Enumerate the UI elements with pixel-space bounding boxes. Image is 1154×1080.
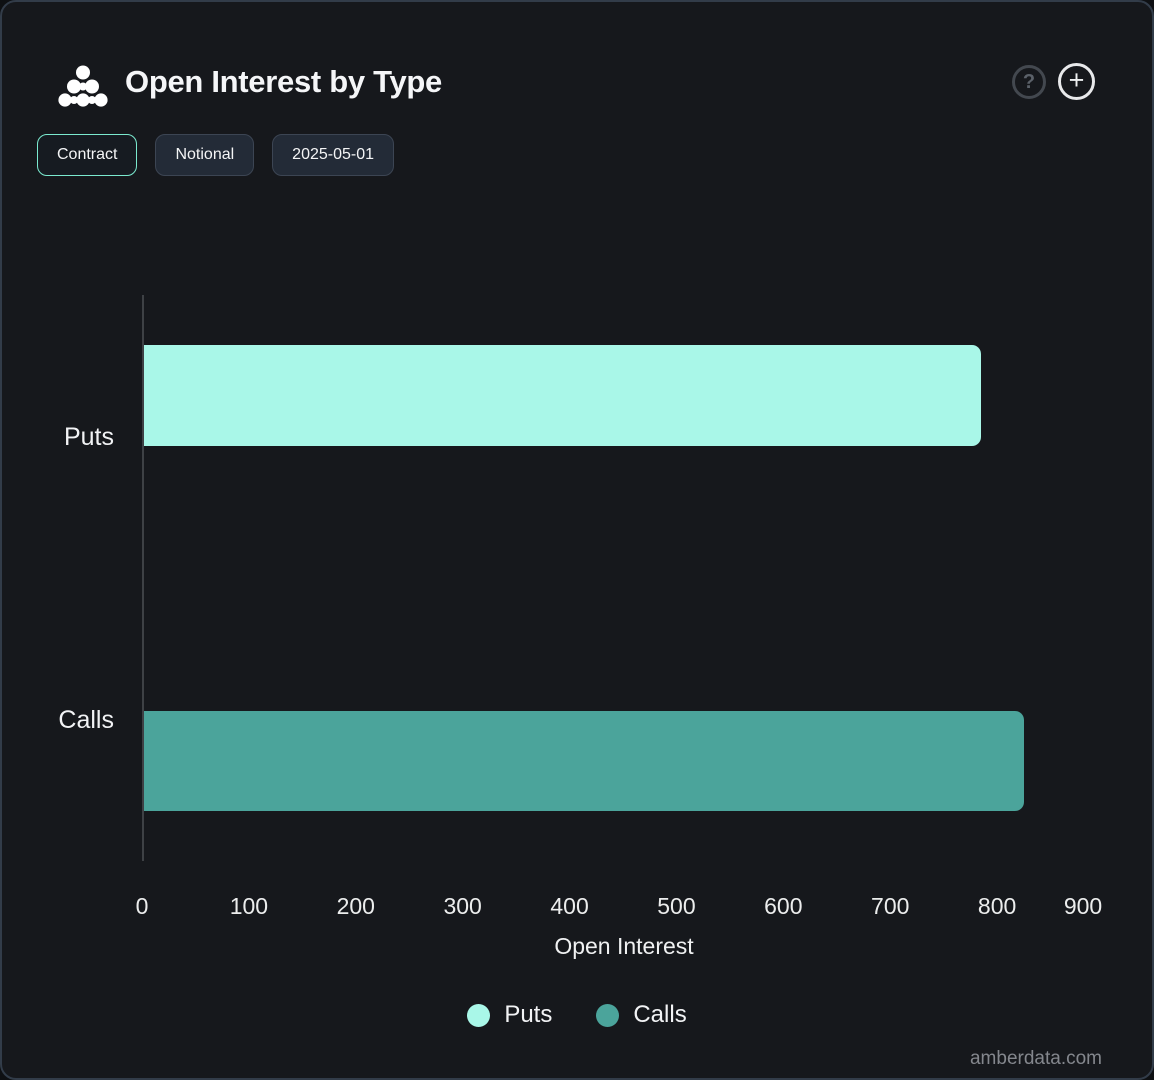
x-axis-tick-label: 600 [764,893,803,919]
x-axis-tick-label: 0 [135,893,149,919]
x-axis-tick-label: 800 [977,893,1017,919]
chart-legend: Puts Calls [2,1001,1152,1029]
notional-toggle-button[interactable]: Notional [155,134,255,176]
contract-toggle-button[interactable]: Contract [37,134,138,176]
question-mark-icon: ? [1022,70,1036,93]
x-axis-tick-label: 500 [657,893,696,919]
x-axis-title: Open Interest [554,933,694,959]
watermark: amberdata.com [969,1048,1102,1069]
legend-item-puts[interactable]: Puts [467,1001,552,1029]
legend-label: Puts [504,1001,553,1028]
x-axis-tick-label: 100 [229,893,269,919]
x-axis-tick-label: 400 [550,893,589,919]
notional-button-label: Notional [175,146,235,163]
contract-button-label: Contract [57,146,118,163]
amberdata-logo-icon [58,65,108,107]
legend-item-calls[interactable]: Calls [596,1001,687,1029]
y-axis-line [142,295,144,861]
add-button[interactable]: + [1058,63,1095,100]
y-axis-label-puts: Puts [63,422,114,451]
legend-swatch-puts [467,1003,491,1027]
x-axis-tick-label: 200 [336,893,375,919]
legend-swatch-calls [596,1003,620,1027]
plus-icon: + [1068,65,1085,95]
date-button-label: 2025-05-01 [292,146,375,163]
bar-calls[interactable] [144,711,1024,811]
x-axis-tick-label: 700 [871,893,910,919]
help-button[interactable]: ? [1012,65,1046,99]
x-axis-tick-label: 300 [443,893,482,919]
page-title: Open Interest by Type [125,64,442,99]
legend-label: Calls [633,1001,687,1028]
x-axis-tick-label: 900 [1063,893,1103,919]
bar-puts[interactable] [144,345,981,446]
date-selector-button[interactable]: 2025-05-01 [272,134,395,176]
toolbar: Contract Notional 2025-05-01 [37,134,395,176]
y-axis-label-calls: Calls [58,705,114,734]
